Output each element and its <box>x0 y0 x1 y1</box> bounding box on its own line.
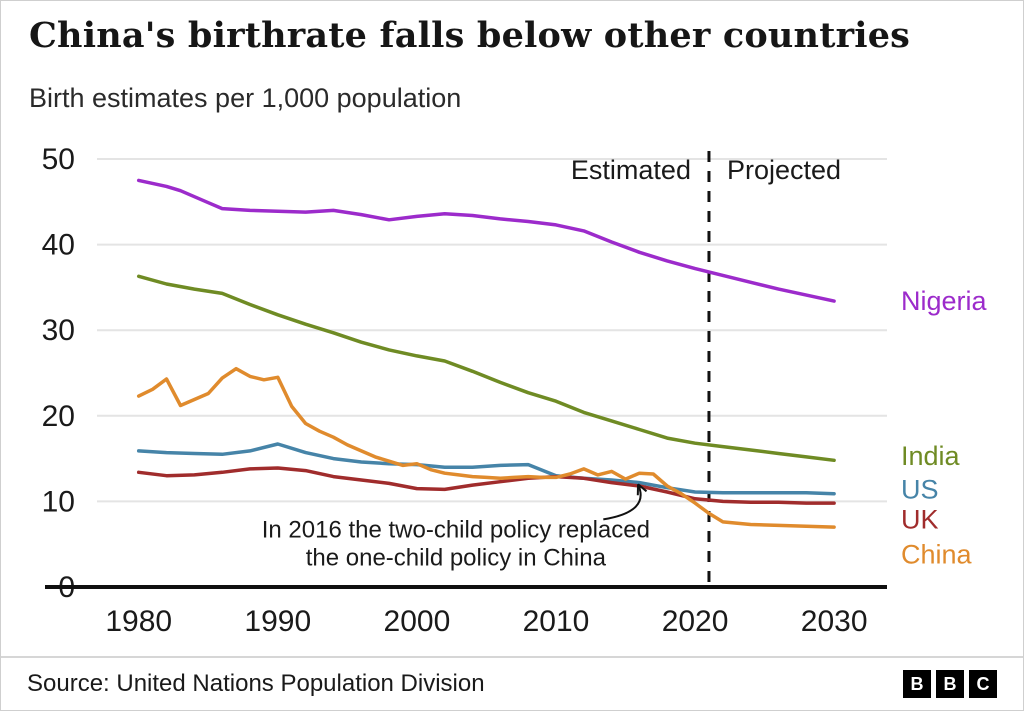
series-line-nigeria <box>136 178 836 303</box>
series-label-us: US <box>901 474 939 504</box>
estimated-region-label: Estimated <box>571 155 691 185</box>
annotation-text: the one-child policy in China <box>306 544 607 571</box>
x-tick-label: 2030 <box>801 605 868 638</box>
series-line-uk <box>136 466 836 505</box>
bbc-logo-letter: C <box>969 670 997 698</box>
y-tick-label: 40 <box>42 229 75 262</box>
x-tick-label: 2000 <box>384 605 451 638</box>
x-tick-label: 2020 <box>662 605 729 638</box>
bbc-logo-letter: B <box>936 670 964 698</box>
series-line-china <box>136 366 836 529</box>
y-tick-label: 10 <box>42 485 75 518</box>
series-line-india <box>136 274 836 463</box>
x-tick-label: 2010 <box>523 605 590 638</box>
chart-subtitle: Birth estimates per 1,000 population <box>29 83 462 113</box>
projected-region-label: Projected <box>727 155 841 185</box>
series-label-india: India <box>901 441 961 471</box>
y-tick-label: 30 <box>42 314 75 347</box>
series-label-nigeria: Nigeria <box>901 286 988 316</box>
series-label-china: China <box>901 539 973 569</box>
annotation-text: In 2016 the two-child policy replaced <box>262 516 650 543</box>
series-label-uk: UK <box>901 504 939 534</box>
birthrate-line-chart: 01020304050198019902000201020202030Estim… <box>42 143 988 638</box>
footer: Source: United Nations Population Divisi… <box>1 656 1023 710</box>
y-tick-label: 20 <box>42 400 75 433</box>
page-title: China's birthrate falls below other coun… <box>29 15 911 56</box>
bbc-logo: B B C <box>903 670 997 698</box>
bbc-logo-letter: B <box>903 670 931 698</box>
y-tick-label: 50 <box>42 143 75 176</box>
annotation-arrowhead <box>637 483 648 493</box>
chart-area: 01020304050198019902000201020202030Estim… <box>15 129 1015 649</box>
series-line-us <box>136 442 836 496</box>
source-credit: Source: United Nations Population Divisi… <box>27 670 485 697</box>
annotation-arrow <box>603 483 642 521</box>
x-tick-label: 1980 <box>105 605 172 638</box>
x-tick-label: 1990 <box>244 605 311 638</box>
